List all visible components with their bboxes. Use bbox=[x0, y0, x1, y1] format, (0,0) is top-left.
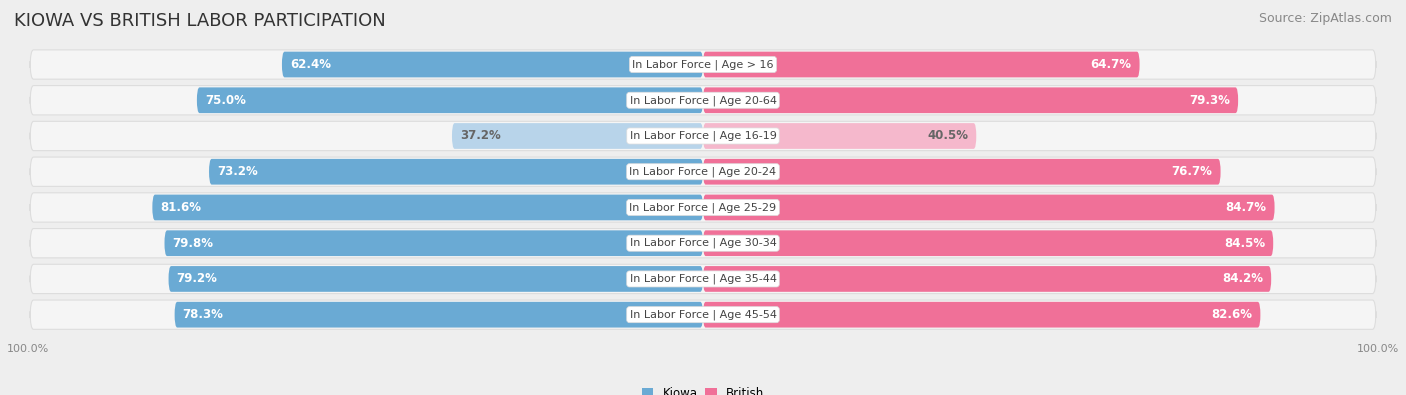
Text: 84.7%: 84.7% bbox=[1226, 201, 1267, 214]
Text: In Labor Force | Age > 16: In Labor Force | Age > 16 bbox=[633, 59, 773, 70]
FancyBboxPatch shape bbox=[703, 87, 1239, 113]
Text: 78.3%: 78.3% bbox=[183, 308, 224, 321]
FancyBboxPatch shape bbox=[165, 230, 703, 256]
FancyBboxPatch shape bbox=[703, 266, 1271, 292]
Text: 79.8%: 79.8% bbox=[173, 237, 214, 250]
Text: In Labor Force | Age 30-34: In Labor Force | Age 30-34 bbox=[630, 238, 776, 248]
FancyBboxPatch shape bbox=[30, 193, 1376, 222]
Text: 81.6%: 81.6% bbox=[160, 201, 201, 214]
FancyBboxPatch shape bbox=[281, 52, 703, 77]
FancyBboxPatch shape bbox=[703, 159, 1220, 184]
Text: 79.3%: 79.3% bbox=[1189, 94, 1230, 107]
FancyBboxPatch shape bbox=[30, 121, 1376, 150]
FancyBboxPatch shape bbox=[30, 229, 1376, 258]
Text: 40.5%: 40.5% bbox=[927, 130, 969, 143]
FancyBboxPatch shape bbox=[174, 302, 703, 327]
Text: In Labor Force | Age 20-24: In Labor Force | Age 20-24 bbox=[630, 166, 776, 177]
Text: 79.2%: 79.2% bbox=[177, 273, 218, 286]
Text: 73.2%: 73.2% bbox=[217, 165, 257, 178]
FancyBboxPatch shape bbox=[169, 266, 703, 292]
FancyBboxPatch shape bbox=[30, 50, 1376, 79]
Text: 75.0%: 75.0% bbox=[205, 94, 246, 107]
Text: 62.4%: 62.4% bbox=[290, 58, 330, 71]
Text: In Labor Force | Age 20-64: In Labor Force | Age 20-64 bbox=[630, 95, 776, 105]
FancyBboxPatch shape bbox=[703, 52, 1140, 77]
FancyBboxPatch shape bbox=[703, 230, 1274, 256]
Text: 76.7%: 76.7% bbox=[1171, 165, 1212, 178]
Text: In Labor Force | Age 25-29: In Labor Force | Age 25-29 bbox=[630, 202, 776, 213]
Text: In Labor Force | Age 45-54: In Labor Force | Age 45-54 bbox=[630, 309, 776, 320]
Text: 37.2%: 37.2% bbox=[460, 130, 501, 143]
FancyBboxPatch shape bbox=[30, 86, 1376, 115]
FancyBboxPatch shape bbox=[209, 159, 703, 184]
Text: 64.7%: 64.7% bbox=[1091, 58, 1132, 71]
FancyBboxPatch shape bbox=[197, 87, 703, 113]
FancyBboxPatch shape bbox=[30, 300, 1376, 329]
FancyBboxPatch shape bbox=[30, 157, 1376, 186]
Text: Source: ZipAtlas.com: Source: ZipAtlas.com bbox=[1258, 12, 1392, 25]
FancyBboxPatch shape bbox=[451, 123, 703, 149]
Text: 84.5%: 84.5% bbox=[1225, 237, 1265, 250]
FancyBboxPatch shape bbox=[152, 195, 703, 220]
Legend: Kiowa, British: Kiowa, British bbox=[641, 387, 765, 395]
FancyBboxPatch shape bbox=[703, 302, 1260, 327]
FancyBboxPatch shape bbox=[703, 195, 1275, 220]
Text: In Labor Force | Age 16-19: In Labor Force | Age 16-19 bbox=[630, 131, 776, 141]
Text: 84.2%: 84.2% bbox=[1222, 273, 1263, 286]
FancyBboxPatch shape bbox=[703, 123, 976, 149]
Text: 82.6%: 82.6% bbox=[1212, 308, 1253, 321]
Text: In Labor Force | Age 35-44: In Labor Force | Age 35-44 bbox=[630, 274, 776, 284]
FancyBboxPatch shape bbox=[30, 264, 1376, 293]
Text: KIOWA VS BRITISH LABOR PARTICIPATION: KIOWA VS BRITISH LABOR PARTICIPATION bbox=[14, 12, 385, 30]
